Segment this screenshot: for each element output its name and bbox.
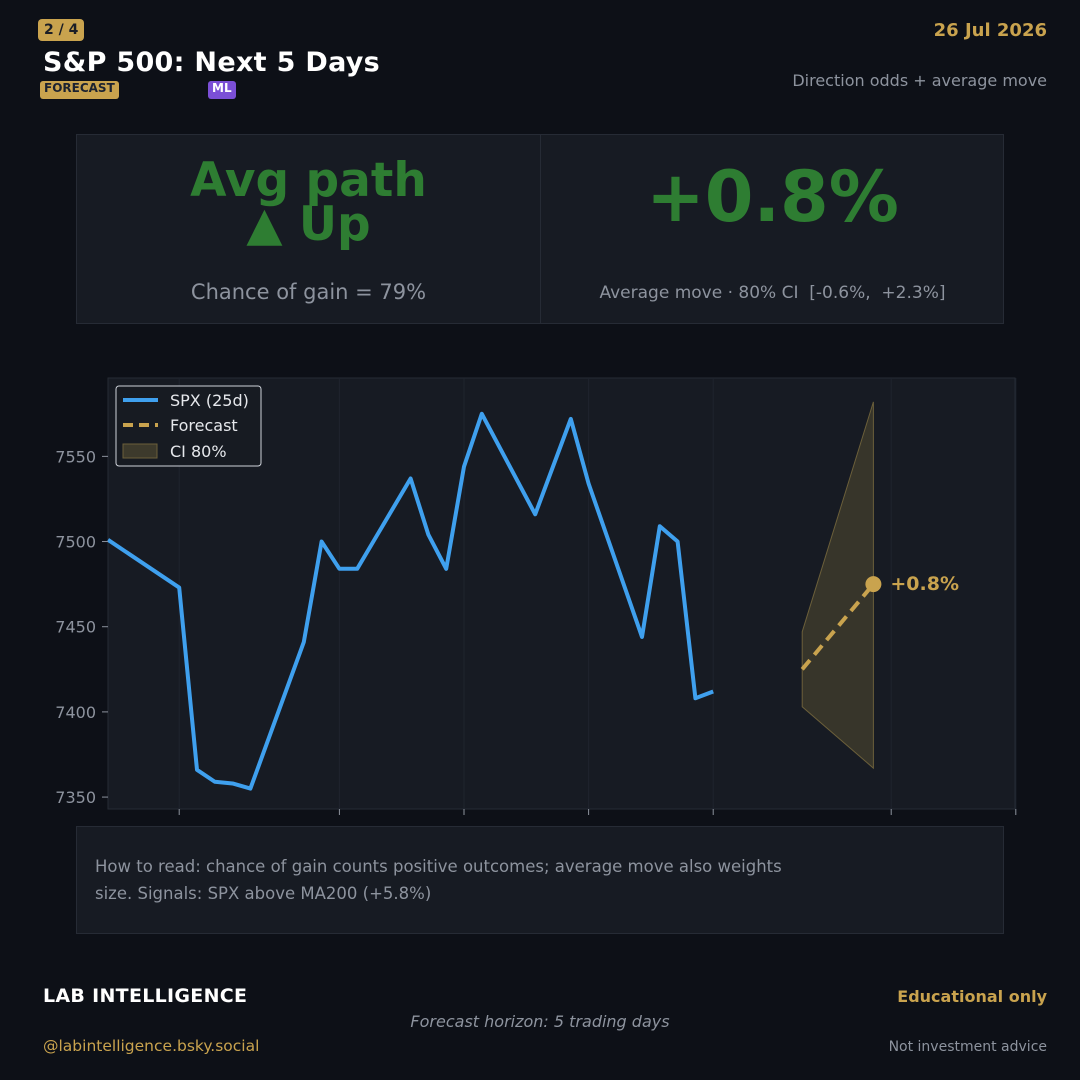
y-tick-label: 7400	[55, 703, 96, 722]
how-to-read-panel: How to read: chance of gain counts posit…	[76, 826, 1004, 934]
ci-80-band	[801, 401, 874, 770]
chance-of-gain: Chance of gain = 79%	[190, 280, 427, 304]
page-indicator-badge: 2 / 4	[38, 19, 85, 41]
page-subtitle: Direction odds + average move	[792, 71, 1047, 90]
y-tick-label: 7550	[55, 447, 96, 466]
forecast-endpoint-marker	[865, 576, 882, 593]
y-tick-label: 7350	[55, 788, 96, 807]
average-move-card: +0.8% Average move · 80% CI [-0.6%, +2.3…	[541, 135, 1004, 323]
how-to-read-text: How to read: chance of gain counts posit…	[95, 857, 782, 903]
educational-disclaimer: Educational only	[897, 987, 1047, 1006]
legend-item-ci: CI 80%	[170, 442, 227, 461]
investment-disclaimer: Not investment advice	[888, 1039, 1047, 1055]
average-move-ci: Average move · 80% CI [-0.6%, +2.3%]	[599, 283, 946, 303]
forecast-tag: FORECAST	[40, 81, 119, 99]
kpi-divider	[540, 135, 541, 323]
ml-tag: ML	[208, 81, 236, 99]
average-move-value: +0.8%	[646, 156, 899, 238]
social-handle-link[interactable]: @labintelligence.bsky.social	[43, 1037, 260, 1055]
kpi-panel: Avg path ▲ Up Chance of gain = 79% +0.8%…	[76, 134, 1004, 324]
legend-item-forecast: Forecast	[170, 416, 238, 435]
brand-name: LAB INTELLIGENCE	[43, 985, 248, 1007]
chart-legend: SPX (25d) Forecast CI 80%	[115, 385, 262, 467]
spx-series-line	[106, 411, 714, 791]
y-tick-label: 7450	[55, 618, 96, 637]
series-layer: +0.8%	[106, 411, 959, 791]
direction-headline: Avg path ▲ Up	[77, 153, 540, 252]
ci-band-layer	[801, 401, 874, 770]
direction-headline-line2: ▲ Up	[246, 197, 371, 252]
forecast-annotation-label: +0.8%	[890, 573, 959, 595]
forecast-horizon-note: Forecast horizon: 5 trading days	[410, 1012, 670, 1031]
axis-layer: 7350 7400 7450 7500 7550	[55, 447, 1017, 815]
y-tick-label: 7500	[55, 533, 96, 552]
direction-card: Avg path ▲ Up Chance of gain = 79%	[77, 135, 540, 323]
legend-swatch-ci	[122, 443, 158, 459]
page-title: S&P 500: Next 5 Days	[43, 47, 381, 78]
legend-item-spx: SPX (25d)	[170, 391, 249, 410]
direction-headline-line1: Avg path	[190, 153, 427, 208]
report-date: 26 Jul 2026	[933, 20, 1047, 41]
